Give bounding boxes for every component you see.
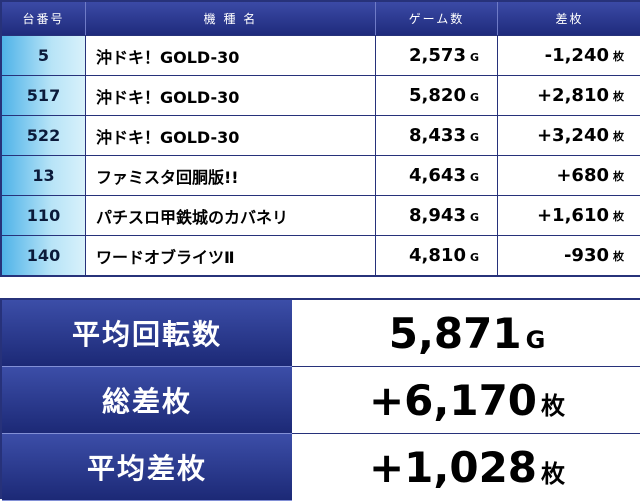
coin-unit: 枚 xyxy=(613,250,624,263)
results-table: 台番号 機 種 名 ゲーム数 差枚 5 沖ドキ！GOLD-30 2,573 G -… xyxy=(0,0,640,277)
game-count-cell: 5,820 G xyxy=(376,75,498,115)
machine-number: 5 xyxy=(2,35,86,75)
total-difference-value: +6,170 xyxy=(368,375,538,425)
average-difference-unit: 枚 xyxy=(541,460,566,488)
average-difference-label: 平均差枚 xyxy=(2,434,292,501)
game-count-cell: 4,643 G xyxy=(376,155,498,195)
average-spins-unit: G xyxy=(525,326,546,354)
game-count-cell: 8,433 G xyxy=(376,115,498,155)
game-count-cell: 2,573 G xyxy=(376,35,498,75)
game-unit: G xyxy=(469,131,479,144)
coin-difference: +680 xyxy=(556,165,609,186)
coin-difference-cell: +3,240 枚 xyxy=(498,115,640,155)
game-count: 4,810 xyxy=(409,245,466,266)
coin-unit: 枚 xyxy=(613,90,624,103)
game-unit: G xyxy=(469,251,479,264)
coin-unit: 枚 xyxy=(613,50,624,63)
game-unit: G xyxy=(469,91,479,104)
coin-unit: 枚 xyxy=(613,210,624,223)
machine-name: ファミスタ回胴版!! xyxy=(86,155,376,195)
coin-difference-cell: +680 枚 xyxy=(498,155,640,195)
coin-difference: -930 xyxy=(563,245,609,266)
header-machine-name: 機 種 名 xyxy=(86,2,376,35)
average-spins-label: 平均回転数 xyxy=(2,300,292,367)
average-spins-cell: 5,871 G xyxy=(292,300,640,367)
total-difference-unit: 枚 xyxy=(541,392,566,420)
coin-difference: +2,810 xyxy=(536,85,609,106)
machine-number: 110 xyxy=(2,195,86,235)
header-coin-difference: 差枚 xyxy=(498,2,640,35)
game-unit: G xyxy=(469,171,479,184)
machine-number: 140 xyxy=(2,235,86,275)
summary-table: 平均回転数 5,871 G 総差枚 +6,170 枚 平均差枚 +1,028 枚 xyxy=(0,298,640,501)
coin-difference: +1,610 xyxy=(536,205,609,226)
coin-difference-cell: -930 枚 xyxy=(498,235,640,275)
machine-name: 沖ドキ！GOLD-30 xyxy=(86,35,376,75)
game-count: 5,820 xyxy=(409,85,466,106)
machine-number: 522 xyxy=(2,115,86,155)
average-spins-value: 5,871 xyxy=(388,308,522,358)
machine-number: 517 xyxy=(2,75,86,115)
average-difference-cell: +1,028 枚 xyxy=(292,434,640,501)
average-difference-value: +1,028 xyxy=(368,443,538,492)
game-count: 8,943 xyxy=(409,205,466,226)
machine-number: 13 xyxy=(2,155,86,195)
machine-name: パチスロ甲鉄城のカバネリ xyxy=(86,195,376,235)
machine-name: 沖ドキ！GOLD-30 xyxy=(86,75,376,115)
coin-difference: +3,240 xyxy=(536,125,609,146)
total-difference-label: 総差枚 xyxy=(2,367,292,434)
game-unit: G xyxy=(469,51,479,64)
header-machine-number: 台番号 xyxy=(2,2,86,35)
game-count-cell: 8,943 G xyxy=(376,195,498,235)
coin-difference: -1,240 xyxy=(544,45,609,66)
game-unit: G xyxy=(469,211,479,224)
game-count: 8,433 xyxy=(409,125,466,146)
coin-difference-cell: +2,810 枚 xyxy=(498,75,640,115)
coin-unit: 枚 xyxy=(613,130,624,143)
game-count: 2,573 xyxy=(409,45,466,66)
header-game-count: ゲーム数 xyxy=(376,2,498,35)
coin-difference-cell: -1,240 枚 xyxy=(498,35,640,75)
game-count-cell: 4,810 G xyxy=(376,235,498,275)
total-difference-cell: +6,170 枚 xyxy=(292,367,640,434)
coin-difference-cell: +1,610 枚 xyxy=(498,195,640,235)
machine-name: ワードオブライツⅡ xyxy=(86,235,376,275)
coin-unit: 枚 xyxy=(613,170,624,183)
machine-name: 沖ドキ！GOLD-30 xyxy=(86,115,376,155)
game-count: 4,643 xyxy=(409,165,466,186)
